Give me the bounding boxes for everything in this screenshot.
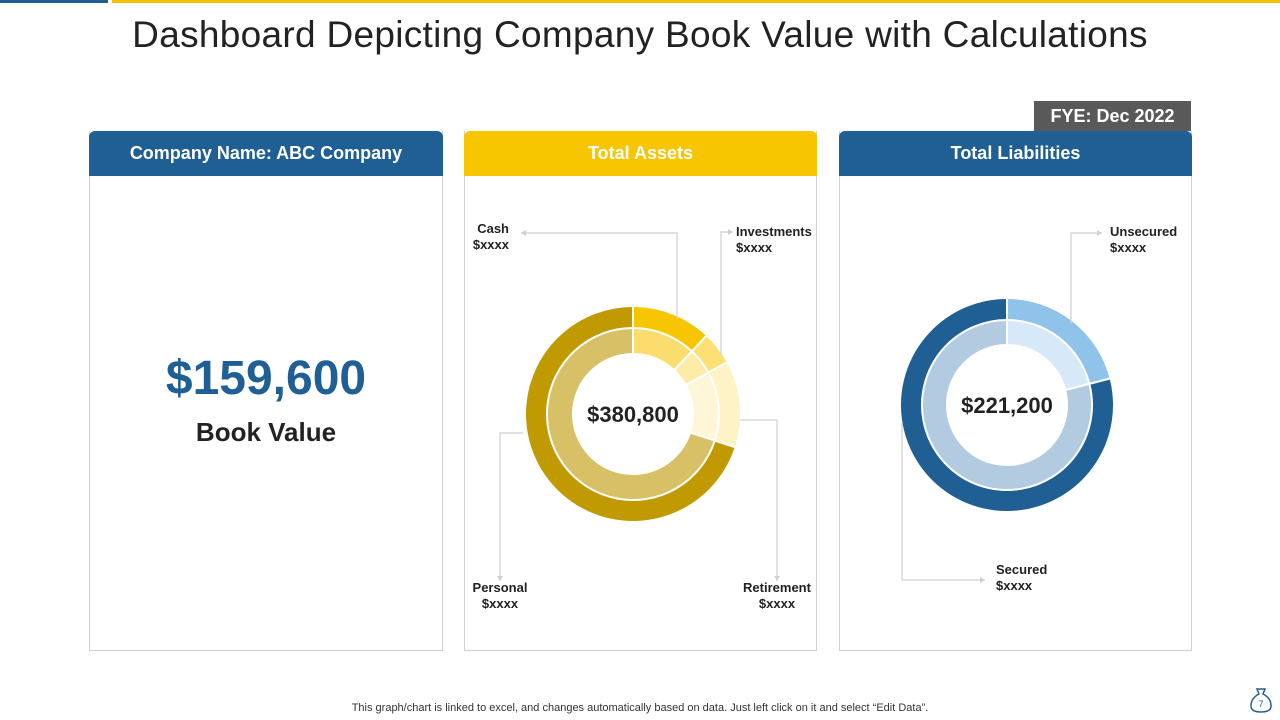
retirement-label: Retirement $xxxx xyxy=(743,580,812,611)
page-title: Dashboard Depicting Company Book Value w… xyxy=(132,14,1148,55)
liabilities-center-value: $221,200 xyxy=(961,393,1053,418)
investments-label: Investments $xxxx xyxy=(736,224,812,255)
retirement-leader-line xyxy=(740,419,778,581)
assets-donut-chart: $380,800 Cash $xxxx Investments $xxxx Retirem… xyxy=(473,221,812,611)
page-number: 7 xyxy=(1258,699,1263,709)
unsecured-leader-line xyxy=(1070,232,1102,324)
secured-leader-line xyxy=(901,423,985,581)
unsecured-label: Unsecured $xxxx xyxy=(1110,224,1177,255)
cash-label: Cash $xxxx xyxy=(473,221,510,252)
liabilities-panel: Total Liabilities $221,200 Unsecured $xxxx… xyxy=(839,131,1192,651)
book-value-amount: $159,600 xyxy=(165,352,367,405)
company-panel: Company Name: ABC Company $159,600 Book … xyxy=(89,131,443,651)
secured-leader-line-arrowhead xyxy=(980,577,985,583)
cash-leader-line xyxy=(521,232,678,319)
investments-leader-line-arrowhead xyxy=(728,229,733,235)
assets-inner-slice-personal xyxy=(546,326,717,501)
book-value-label: Book Value xyxy=(195,417,337,447)
retirement-leader-line-arrowhead xyxy=(774,576,780,581)
secured-label: Secured $xxxx xyxy=(996,562,1047,593)
liabilities-donut-chart: $221,200 Unsecured $xxxx Secured $xxxx xyxy=(899,224,1177,593)
liabilities-panel-header: Total Liabilities xyxy=(839,131,1192,176)
assets-panel: Total Assets $380,800 Cash $xxxx Investment… xyxy=(464,131,817,651)
cash-leader-line-arrowhead xyxy=(521,230,526,236)
assets-panel-header: Total Assets xyxy=(464,131,817,176)
investments-leader-line xyxy=(720,231,733,355)
company-panel-header: Company Name: ABC Company xyxy=(89,131,443,176)
footer-note: This graph/chart is linked to excel, and… xyxy=(351,702,929,714)
personal-leader-line-arrowhead xyxy=(497,576,503,581)
assets-center-value: $380,800 xyxy=(587,402,679,427)
assets-inner-slice-retirement xyxy=(684,371,720,442)
personal-label: Personal $xxxx xyxy=(473,580,528,611)
unsecured-leader-line-arrowhead xyxy=(1097,230,1102,236)
page-number-icon: 7 xyxy=(1250,688,1272,713)
fye-badge: FYE: Dec 2022 xyxy=(1034,101,1191,131)
accent-bar-blue xyxy=(0,0,108,3)
liabilities-inner-slice-secured xyxy=(921,318,1093,491)
personal-leader-line xyxy=(499,432,523,581)
accent-bar-yellow xyxy=(112,0,1280,3)
